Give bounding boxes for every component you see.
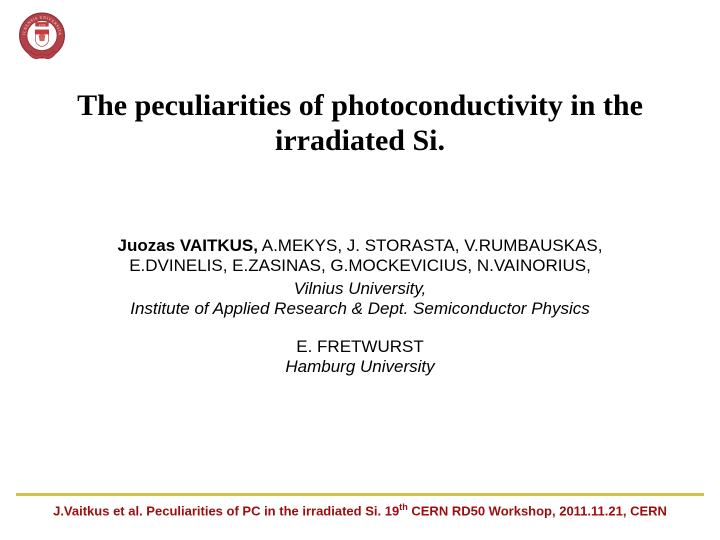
footer-rule: [16, 493, 704, 496]
university-logo: VILNENSIS UNIVERSITAS 1579: [14, 12, 70, 68]
footer-text-suffix: CERN RD50 Workshop, 2011.11.21, CERN: [408, 503, 667, 518]
footer-sup: th: [399, 502, 408, 512]
lead-author: Juozas VAITKUS,: [118, 236, 258, 255]
title-block: The peculiarities of photoconductivity i…: [60, 88, 660, 159]
svg-text:1579: 1579: [39, 23, 46, 27]
affiliation-2: Institute of Applied Research & Dept. Se…: [70, 299, 650, 319]
authors-line: Juozas VAITKUS, A.MEKYS, J. STORASTA, V.…: [70, 236, 650, 277]
seal-icon: VILNENSIS UNIVERSITAS 1579: [14, 12, 70, 68]
footer-citation: J.Vaitkus et al. Peculiarities of PC in …: [0, 502, 720, 518]
slide: VILNENSIS UNIVERSITAS 1579 The peculiari…: [0, 0, 720, 540]
affiliation-3: Hamburg University: [70, 357, 650, 377]
author-2: E. FRETWURST: [70, 337, 650, 357]
authors-block: Juozas VAITKUS, A.MEKYS, J. STORASTA, V.…: [70, 236, 650, 377]
affiliation-1: Vilnius University,: [70, 279, 650, 299]
slide-title: The peculiarities of photoconductivity i…: [60, 88, 660, 159]
footer-text-prefix: J.Vaitkus et al. Peculiarities of PC in …: [53, 503, 399, 518]
